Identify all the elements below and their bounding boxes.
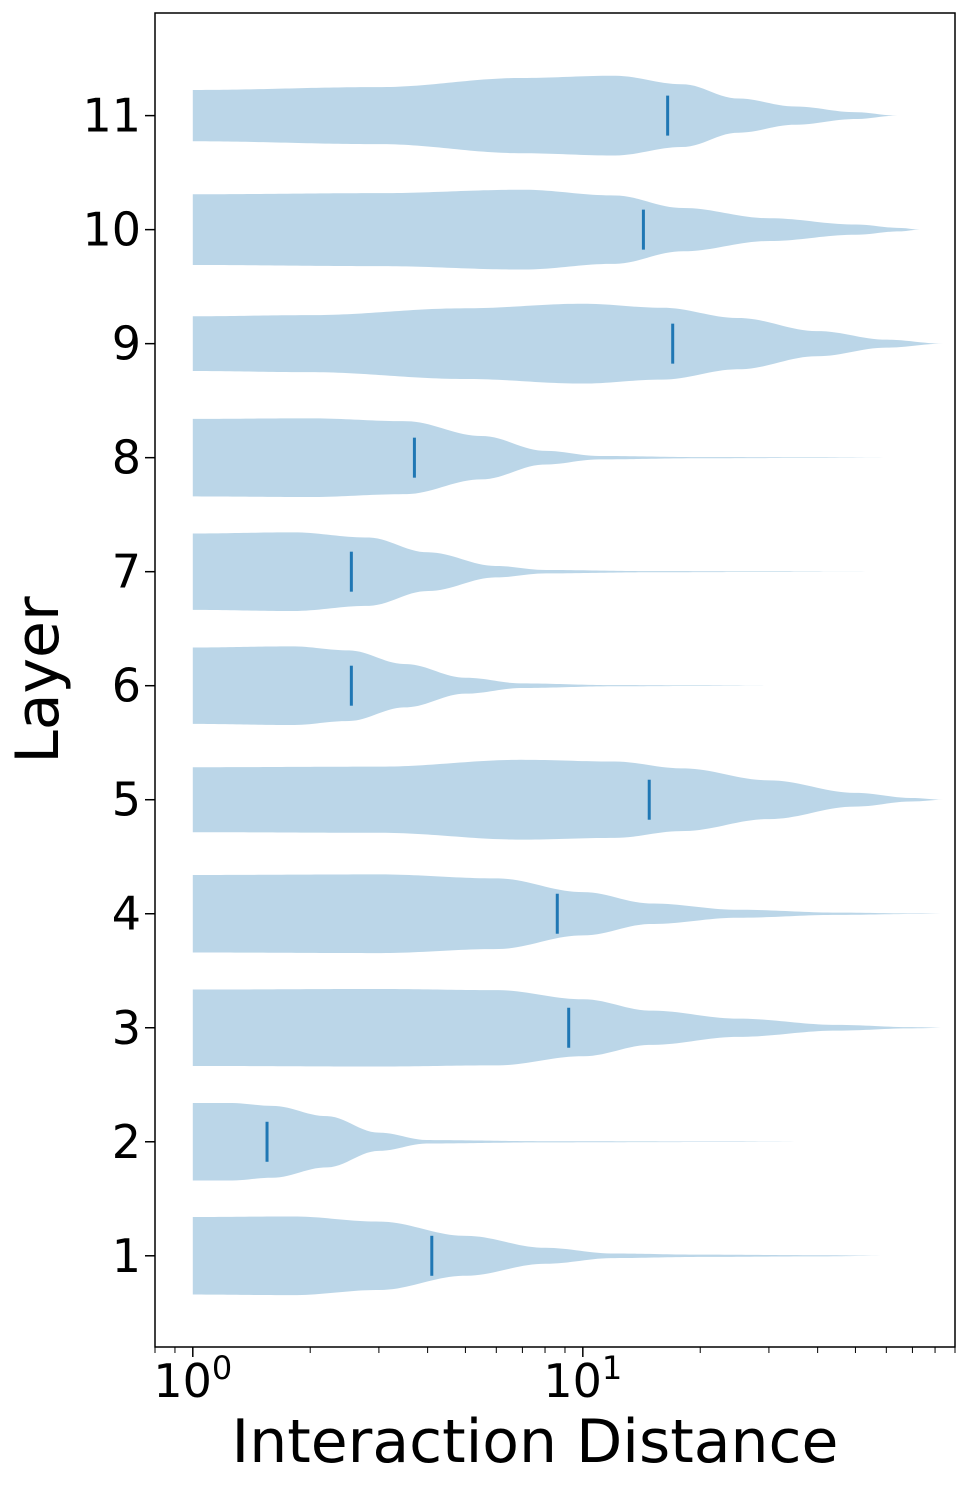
y-tick-label-5: 5: [112, 773, 141, 827]
y-tick-label-2: 2: [112, 1115, 141, 1169]
violin-group: [192, 75, 946, 1296]
violin-layer-9: [192, 303, 944, 384]
y-tick-label-4: 4: [112, 887, 141, 941]
violin-layer-4: [192, 874, 946, 954]
violin-layer-11: [192, 75, 898, 156]
violin-layer-10: [192, 189, 920, 270]
x-tick-label-1: 100: [153, 1349, 232, 1408]
x-minor-ticks: [154, 1347, 956, 1353]
y-tick-label-11: 11: [82, 89, 141, 143]
y-tick-label-8: 8: [112, 431, 141, 485]
x-axis: 100 101: [153, 1347, 622, 1408]
violin-layer-1: [192, 1216, 890, 1296]
y-tick-label-1: 1: [112, 1229, 141, 1283]
y-tick-label-10: 10: [82, 203, 141, 257]
y-tick-label-7: 7: [112, 545, 141, 599]
violin-layer-2: [192, 1103, 826, 1181]
x-axis-label: Interaction Distance: [232, 1407, 839, 1477]
y-axis: 1 2 3 4 5 6 7 8 9 10 11: [82, 89, 155, 1283]
violin-layer-8: [192, 418, 892, 497]
y-tick-label-9: 9: [112, 317, 141, 371]
y-tick-label-6: 6: [112, 659, 141, 713]
y-axis-label: Layer: [3, 596, 73, 764]
y-tick-label-3: 3: [112, 1001, 141, 1055]
violin-layer-7: [192, 532, 866, 612]
median-group: [265, 95, 675, 1276]
plot-frame: [154, 12, 956, 1348]
x-tick-label-10: 101: [543, 1349, 622, 1408]
violin-layer-5: [192, 759, 944, 840]
violin-layer-6: [192, 646, 775, 726]
